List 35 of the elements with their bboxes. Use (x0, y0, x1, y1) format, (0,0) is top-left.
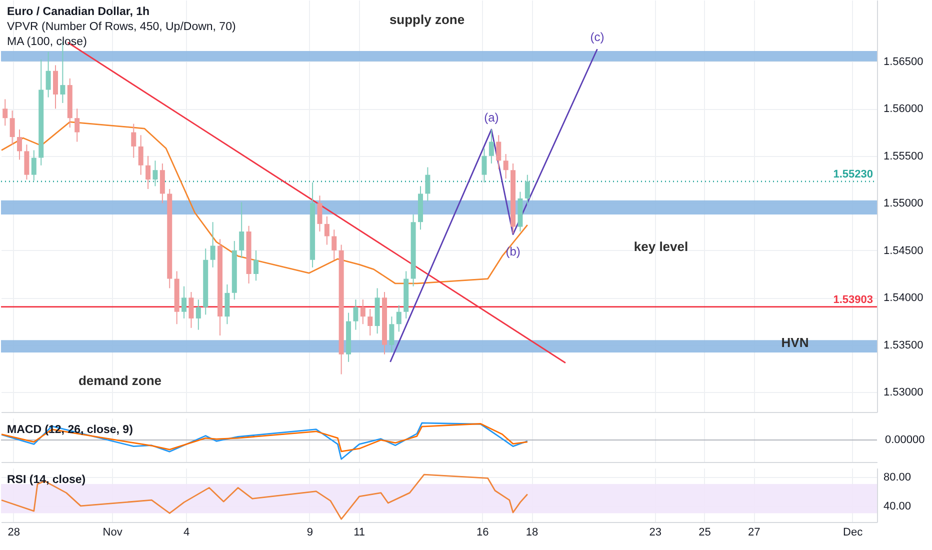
annotation: key level (634, 239, 688, 254)
x-tick-label: 11 (354, 526, 366, 538)
x-tick-label: 16 (476, 526, 489, 538)
x-tick-label: 23 (649, 526, 662, 538)
y-tick-label: 1.55500 (884, 150, 924, 162)
x-tick-label: 28 (8, 526, 20, 538)
annotation: demand zone (78, 373, 162, 388)
y-tick-label: 1.55000 (884, 198, 924, 210)
y-tick-label: 1.54500 (884, 244, 924, 257)
y-tick-label: 80.00 (884, 471, 912, 484)
y-tick-label: 40.00 (884, 500, 912, 512)
text: Euro / Canadian Dollar, 1h (7, 6, 150, 18)
annotation: (a) (484, 110, 499, 124)
x-tick-label: 27 (748, 526, 760, 538)
ref-line-label: 1.53903 (833, 294, 873, 306)
x-tick-label: 18 (526, 526, 538, 538)
x-tick-label: 9 (306, 526, 314, 538)
text: 0.00000 (885, 434, 925, 446)
y-tick-label: 1.53000 (884, 386, 924, 399)
annotation: (b) (506, 244, 520, 258)
x-tick-label: Nov (102, 526, 123, 538)
y-tick-label: 1.53500 (884, 339, 924, 352)
x-tick-label: 25 (698, 526, 711, 538)
annotation: supply zone (389, 12, 465, 27)
annotation: (c) (590, 30, 604, 44)
chart-title: RSI (14, close) (7, 474, 86, 486)
x-tick-label: Dec (843, 526, 864, 538)
text: VPVR (Number Of Rows, 450, Up/Down, 70) (7, 21, 236, 33)
annotation: MA (100, close) (7, 36, 88, 48)
x-tick-label: 4 (184, 526, 190, 538)
y-tick-label: 1.56000 (884, 103, 924, 116)
annotation: HVN (781, 335, 809, 350)
y-tick-label: 1.56500 (884, 56, 924, 68)
ref-line-label: 1.55230 (833, 168, 873, 180)
y-tick-label: 1.54000 (884, 292, 924, 304)
